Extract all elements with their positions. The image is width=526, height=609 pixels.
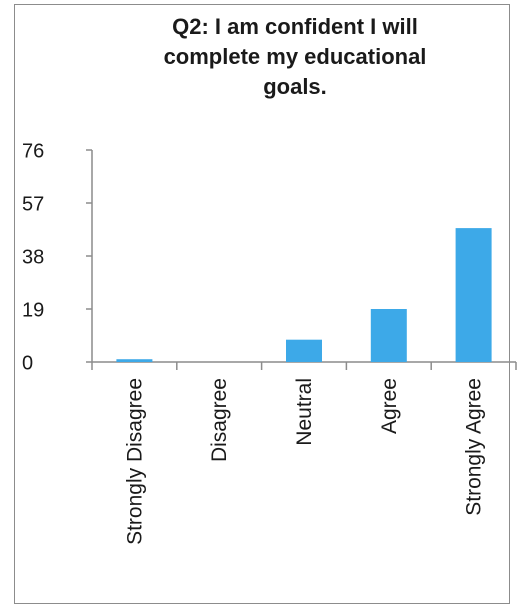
bar xyxy=(370,309,407,362)
bar xyxy=(116,359,153,362)
chart-title-line-1: Q2: I am confident I will xyxy=(172,14,418,39)
y-tick-label: 76 xyxy=(22,140,44,162)
y-tick-label: 0 xyxy=(22,352,33,374)
bar xyxy=(455,228,492,362)
chart-title: Q2: I am confident I will complete my ed… xyxy=(80,12,510,102)
chart-title-line-2: complete my educational xyxy=(163,44,427,69)
category-label: Strongly Disagree xyxy=(123,378,146,545)
y-tick-label: 38 xyxy=(22,246,44,268)
y-tick-label: 57 xyxy=(22,193,44,215)
chart-frame xyxy=(14,4,510,604)
y-tick-label: 19 xyxy=(22,299,44,321)
category-label: Neutral xyxy=(293,378,316,446)
chart-title-line-3: goals. xyxy=(263,74,327,99)
category-label: Strongly Agree xyxy=(463,378,486,516)
category-label: Agree xyxy=(378,378,401,434)
category-label: Disagree xyxy=(208,378,231,462)
bar xyxy=(286,339,322,362)
